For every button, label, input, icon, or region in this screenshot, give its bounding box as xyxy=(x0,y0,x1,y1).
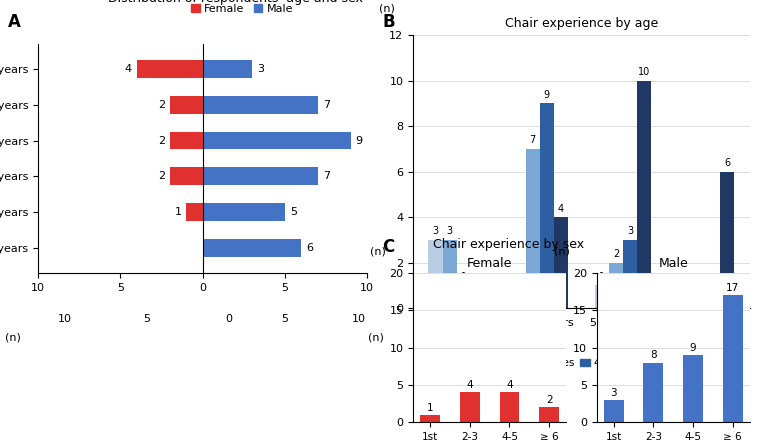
Text: 4: 4 xyxy=(506,380,513,390)
Bar xyxy=(203,60,252,78)
Bar xyxy=(540,103,554,308)
Text: 2: 2 xyxy=(613,249,619,259)
Text: 2: 2 xyxy=(158,100,165,110)
Title: Male: Male xyxy=(659,257,688,270)
Text: 5: 5 xyxy=(290,207,297,217)
Text: 5: 5 xyxy=(143,314,150,324)
Text: 9: 9 xyxy=(690,343,696,353)
Bar xyxy=(170,167,203,185)
Bar xyxy=(203,239,301,257)
Text: (n): (n) xyxy=(379,4,396,13)
Text: 0: 0 xyxy=(710,295,716,304)
Bar xyxy=(609,263,623,308)
Bar xyxy=(526,149,540,308)
Text: 0: 0 xyxy=(475,295,481,304)
Text: (n): (n) xyxy=(554,247,570,257)
Bar xyxy=(594,285,609,308)
Title: Chair experience by age: Chair experience by age xyxy=(505,17,658,30)
Bar xyxy=(203,203,285,221)
Bar xyxy=(137,60,203,78)
Text: 0: 0 xyxy=(696,295,702,304)
Title: Female: Female xyxy=(467,257,513,270)
Text: 4: 4 xyxy=(125,64,132,74)
Text: (n): (n) xyxy=(368,332,383,342)
Bar xyxy=(420,415,440,422)
Bar xyxy=(460,392,480,422)
Text: 9: 9 xyxy=(356,136,363,146)
Text: 2: 2 xyxy=(158,136,165,146)
Text: 1: 1 xyxy=(174,207,181,217)
Text: 10: 10 xyxy=(638,67,650,77)
Text: 9: 9 xyxy=(544,90,550,100)
Text: 7: 7 xyxy=(323,100,330,110)
Bar xyxy=(442,240,457,308)
Text: 0: 0 xyxy=(226,314,233,324)
Text: 7: 7 xyxy=(529,136,536,146)
Bar xyxy=(187,203,203,221)
Bar xyxy=(203,132,350,150)
Text: 2: 2 xyxy=(158,171,165,181)
Bar xyxy=(554,217,568,308)
Bar xyxy=(170,132,203,150)
Bar xyxy=(170,96,203,114)
Text: B: B xyxy=(382,13,396,31)
Text: 5: 5 xyxy=(282,314,288,324)
Text: 3: 3 xyxy=(627,227,633,236)
Text: 3: 3 xyxy=(257,64,264,74)
Legend: Female, Male: Female, Male xyxy=(187,0,298,18)
Text: 3: 3 xyxy=(610,388,617,398)
Text: (n): (n) xyxy=(5,332,21,342)
Text: 8: 8 xyxy=(650,350,656,360)
Text: (n): (n) xyxy=(370,247,386,257)
Title: Distribution of respondents’ age and sex: Distribution of respondents’ age and sex xyxy=(108,0,363,5)
Text: Chair experience by sex: Chair experience by sex xyxy=(433,238,584,251)
Bar xyxy=(721,172,734,308)
Bar xyxy=(623,240,637,308)
Text: 3: 3 xyxy=(447,227,453,236)
Text: 0: 0 xyxy=(516,295,522,304)
Bar xyxy=(683,355,703,422)
Text: 10: 10 xyxy=(57,314,72,324)
Text: 1: 1 xyxy=(461,272,467,282)
Bar xyxy=(604,400,623,422)
Bar xyxy=(203,96,318,114)
Text: 4: 4 xyxy=(467,380,473,390)
Text: 0: 0 xyxy=(682,295,688,304)
Text: 1: 1 xyxy=(599,272,605,282)
Text: 1: 1 xyxy=(427,403,433,413)
Bar xyxy=(637,81,651,308)
Text: 7: 7 xyxy=(323,171,330,181)
Text: 3: 3 xyxy=(432,227,438,236)
Text: 4: 4 xyxy=(558,204,564,214)
Text: A: A xyxy=(8,13,21,31)
Text: 2: 2 xyxy=(546,395,552,405)
Bar xyxy=(723,295,743,422)
Bar xyxy=(457,285,470,308)
Bar xyxy=(539,407,559,422)
Text: C: C xyxy=(382,238,395,256)
Text: 10: 10 xyxy=(352,314,366,324)
Bar xyxy=(203,167,318,185)
Bar xyxy=(500,392,519,422)
Legend: 1st time, 2-3 times, 4-5 times, ≥ 6 times: 1st time, 2-3 times, 4-5 times, ≥ 6 time… xyxy=(446,354,717,373)
Bar xyxy=(428,240,442,308)
Text: 17: 17 xyxy=(726,283,740,293)
Bar xyxy=(643,363,663,422)
Text: 6: 6 xyxy=(306,243,314,253)
Text: 6: 6 xyxy=(724,158,731,168)
